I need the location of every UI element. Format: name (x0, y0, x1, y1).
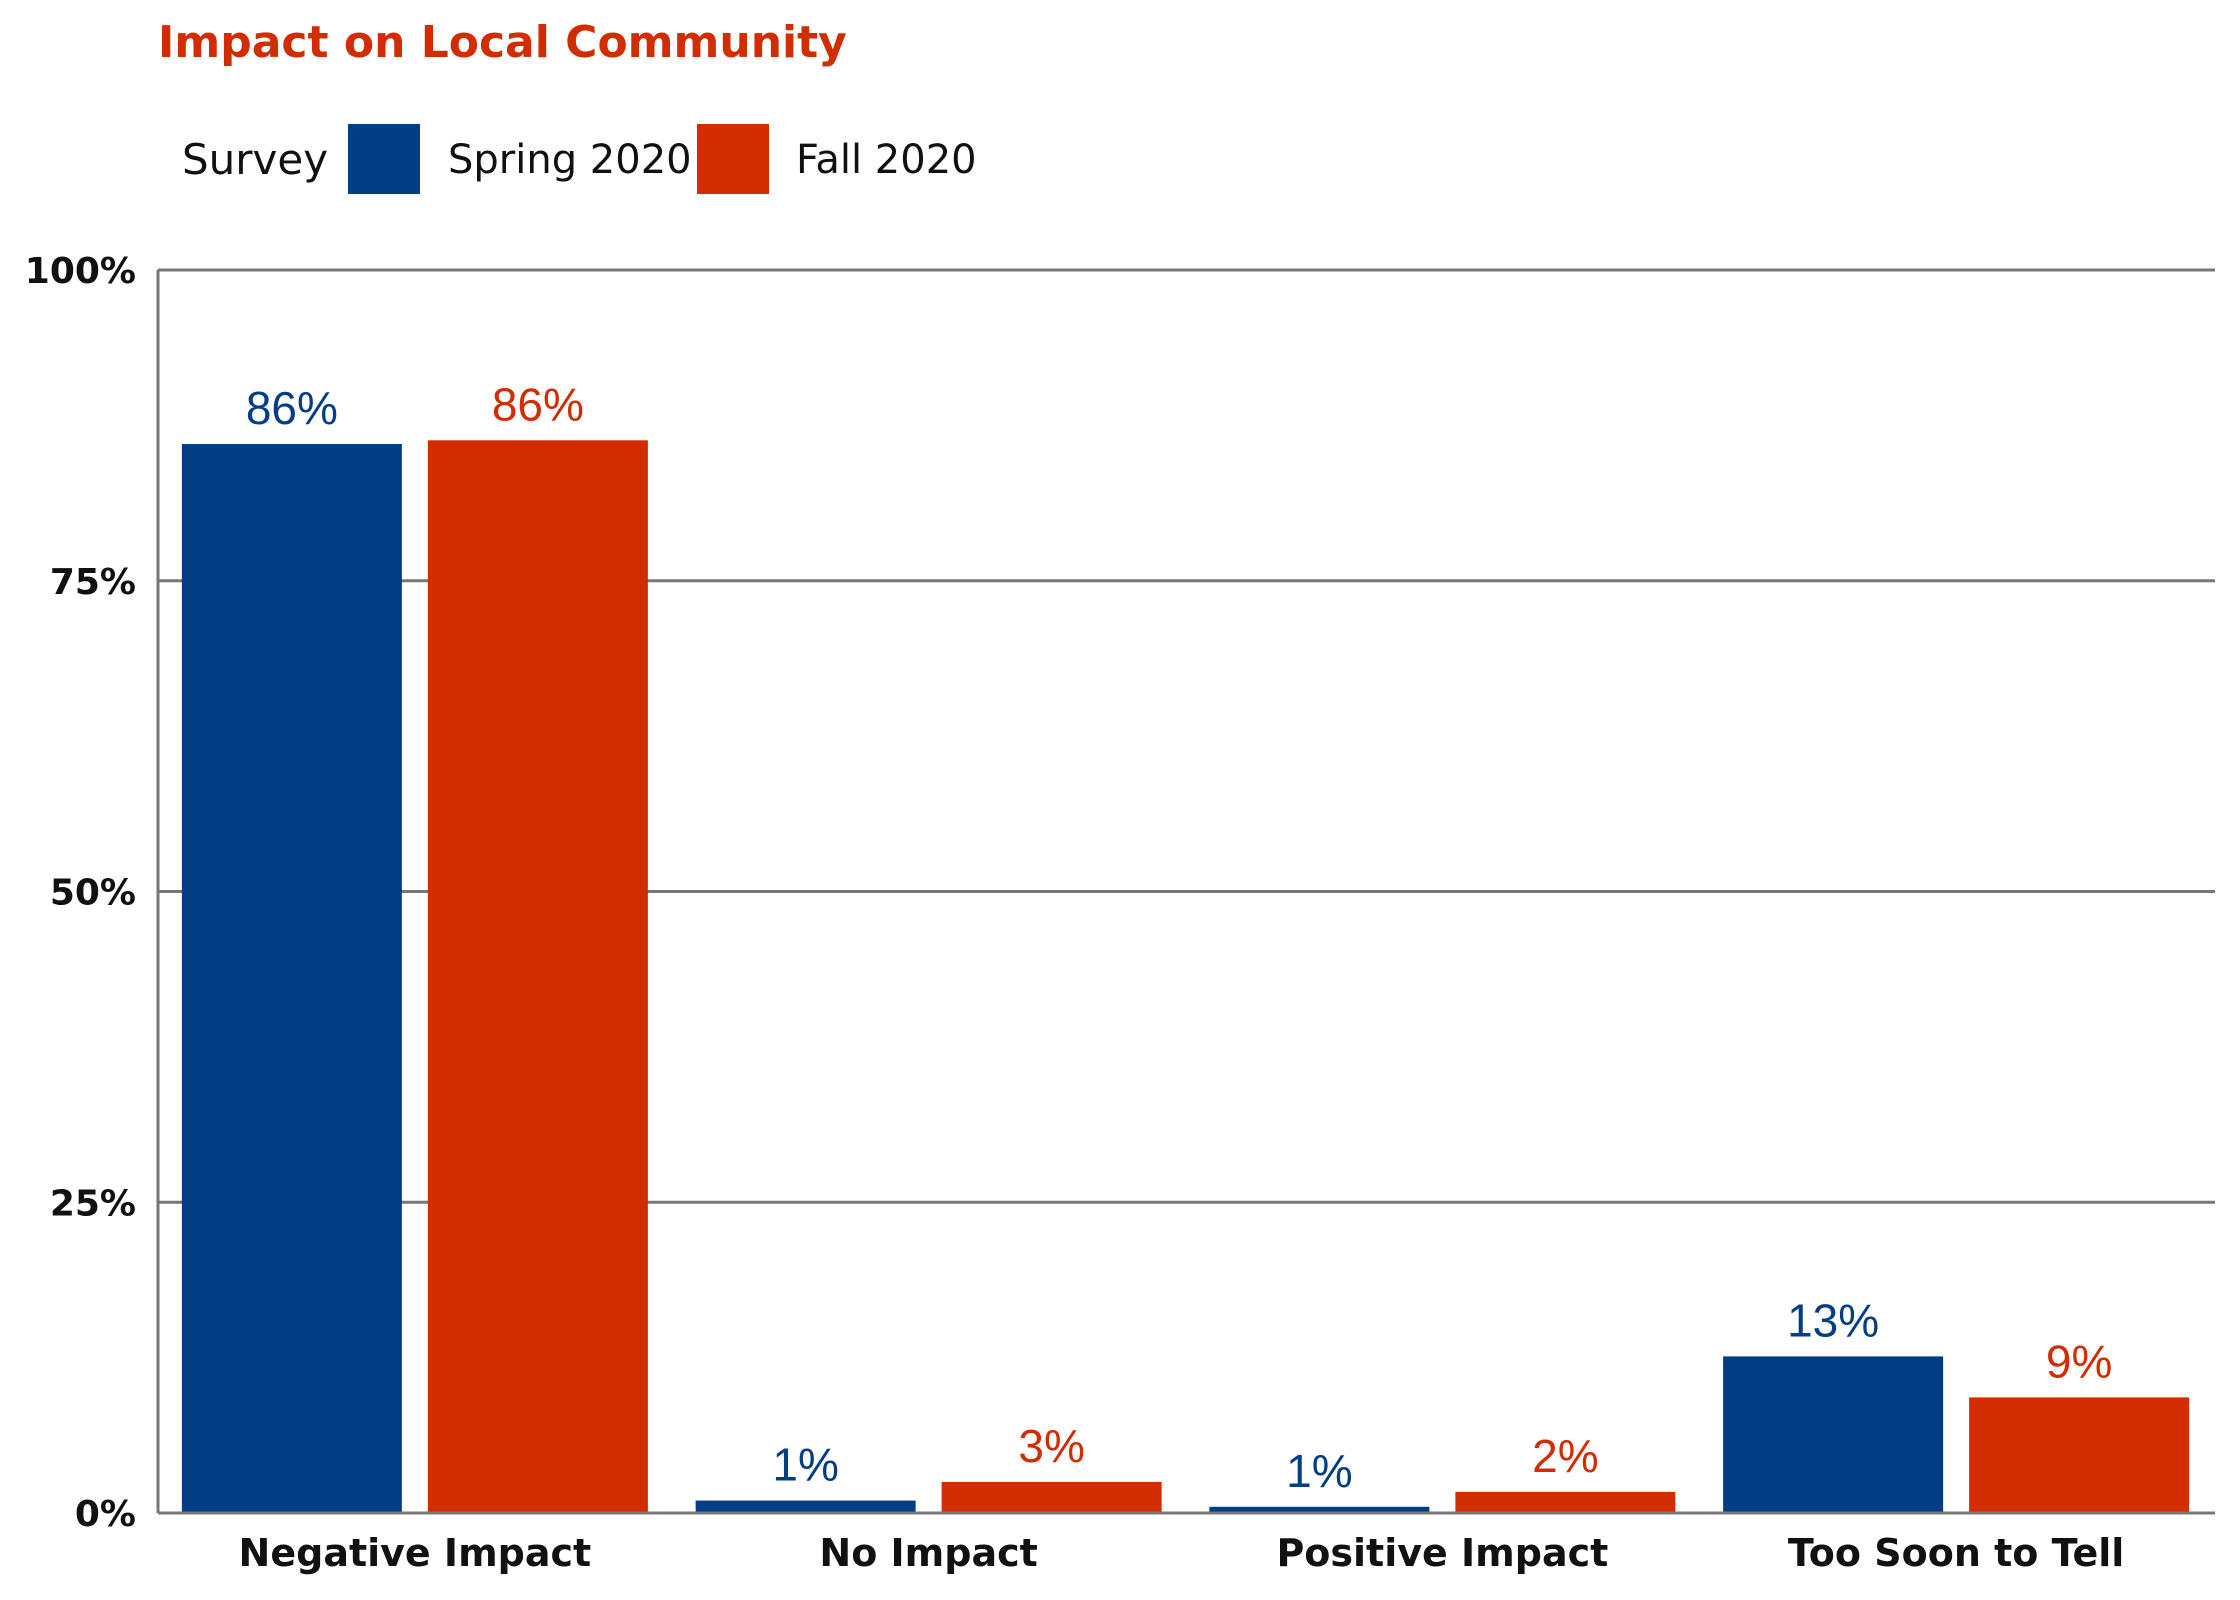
data-label: 1% (1286, 1445, 1352, 1497)
y-tick-label: 100% (25, 251, 136, 292)
y-tick-label: 75% (50, 562, 136, 603)
y-tick-label: 0% (75, 1494, 136, 1535)
x-tick-label: No Impact (819, 1531, 1037, 1575)
y-axis-ticks: 0% 25% 50% 75% 100% (25, 251, 136, 1535)
x-tick-label: Too Soon to Tell (1788, 1531, 2124, 1575)
data-label: 9% (2046, 1335, 2112, 1387)
y-tick-label: 50% (50, 873, 136, 914)
legend-swatch-spring (348, 124, 420, 194)
data-labels: 86% 86% 1% 3% 1% 2% 13% 9% (246, 378, 2113, 1496)
x-axis-ticks: Negative Impact No Impact Positive Impact T… (239, 1531, 2125, 1575)
bar-fall (427, 440, 648, 1513)
data-label: 2% (1532, 1430, 1598, 1482)
legend-label-fall: Fall 2020 (796, 137, 977, 183)
y-tick-label: 25% (50, 1183, 136, 1224)
bar-spring (1209, 1506, 1430, 1513)
bar-spring (1723, 1356, 1944, 1513)
x-tick-label: Positive Impact (1276, 1531, 1608, 1575)
bar-spring (181, 444, 402, 1513)
data-label: 13% (1787, 1294, 1879, 1346)
bars (181, 440, 2190, 1513)
bar-fall (1969, 1397, 2190, 1513)
x-tick-label: Negative Impact (239, 1531, 592, 1575)
bar-fall (941, 1481, 1162, 1513)
data-label: 3% (1018, 1420, 1084, 1472)
chart-title: Impact on Local Community (158, 17, 847, 68)
bar-fall (1455, 1491, 1676, 1513)
legend-title: Survey (182, 135, 328, 184)
bar-spring (695, 1500, 916, 1513)
legend-swatch-fall (697, 124, 769, 194)
data-label: 86% (492, 378, 584, 430)
data-label: 86% (246, 382, 338, 434)
legend-label-spring: Spring 2020 (448, 137, 692, 183)
data-label: 1% (772, 1439, 838, 1491)
legend: Survey Spring 2020 Fall 2020 (182, 124, 977, 194)
